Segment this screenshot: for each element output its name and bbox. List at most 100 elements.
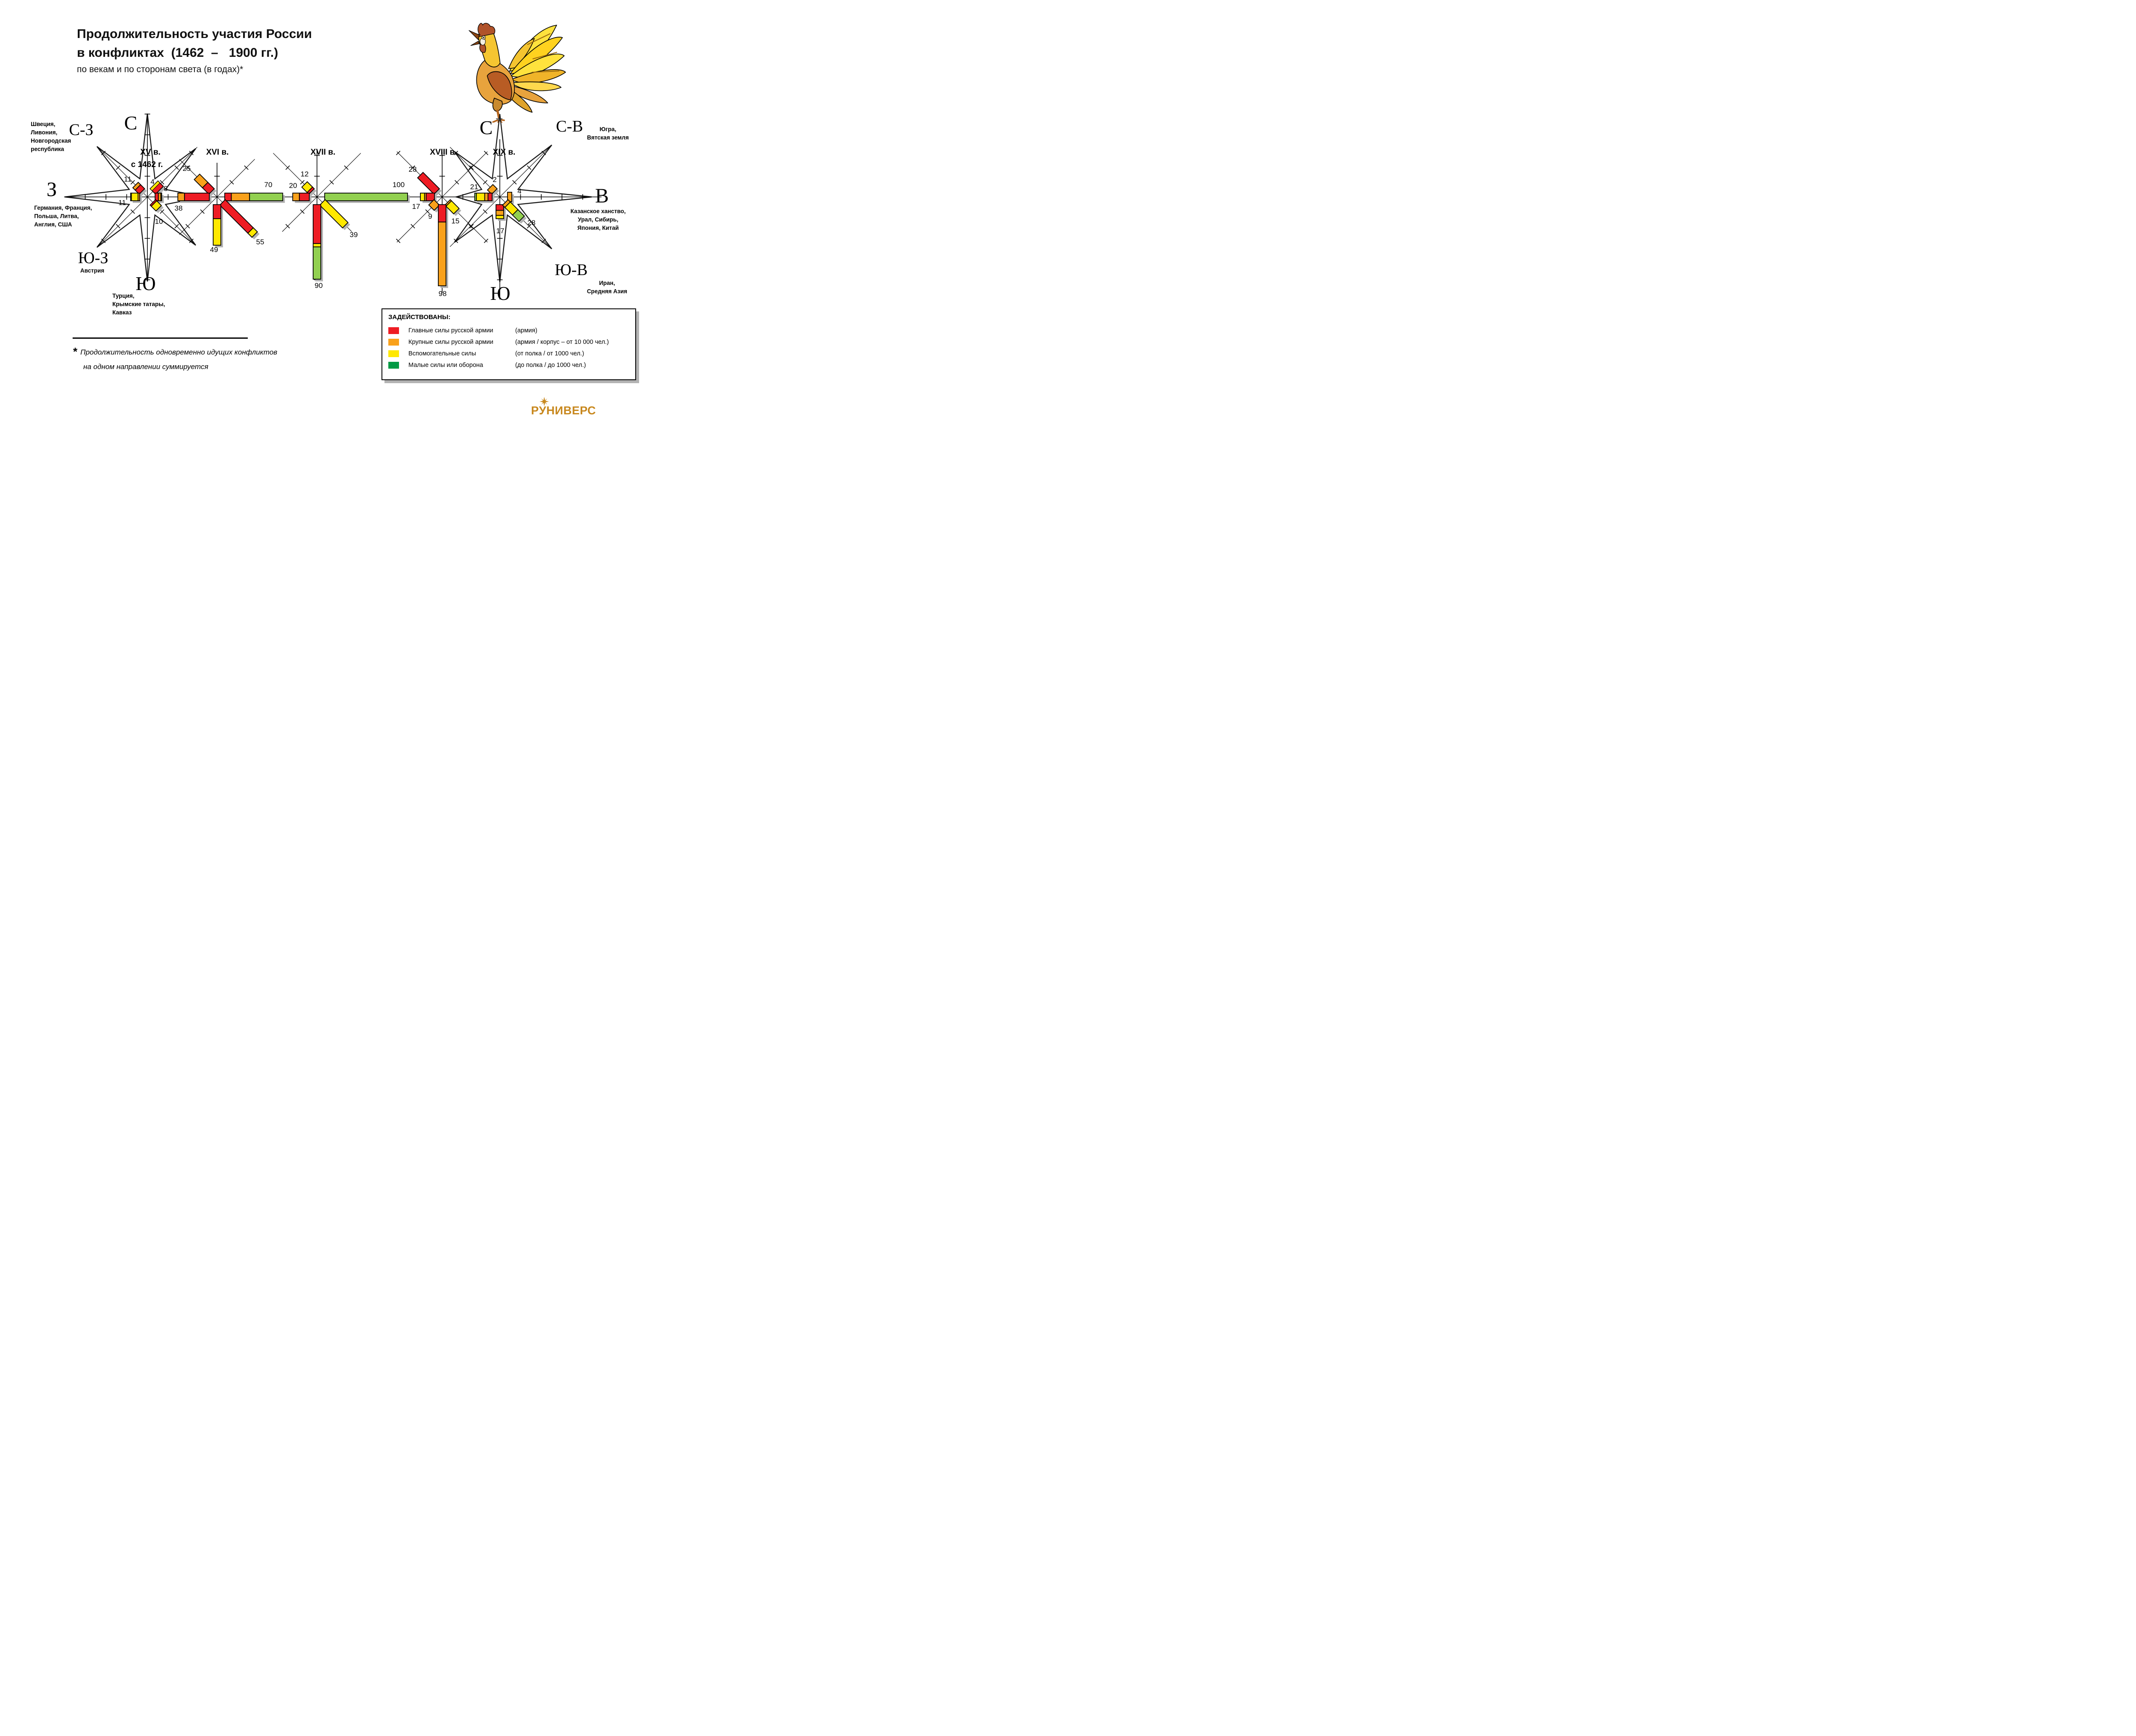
value-label-XIX-S: 17 xyxy=(496,227,505,235)
legend-swatch-orange xyxy=(388,338,399,346)
value-label-XVI-W: 38 xyxy=(175,204,183,212)
century-title-XVIII: XVIII в. xyxy=(430,148,457,157)
legend-label: Малые силы или оборона xyxy=(408,361,483,369)
direction-label-С-В: С-В xyxy=(556,117,583,135)
legend-swatch-yellow xyxy=(388,350,399,357)
century-title-XIX: XIX в. xyxy=(493,148,516,157)
legend-item-large-forces: Крупные силы русской армии (армия / корп… xyxy=(388,336,635,348)
value-label-XVII-SE: 39 xyxy=(350,231,358,239)
legend-box: ЗАДЕЙСТВОВАНЫ: Главные силы русской арми… xyxy=(381,308,636,380)
century-title-XVI: XVI в. xyxy=(206,148,229,157)
value-label-XVI-S: 49 xyxy=(210,246,218,254)
direction-label-С: С xyxy=(124,112,138,134)
bar-shadows xyxy=(132,174,527,288)
bar-XVII-NW xyxy=(301,181,315,195)
century-subtitle-XV: с 1462 г. xyxy=(131,160,163,169)
region-label: Германия, Франция, Польша, Литва, Англия, … xyxy=(34,205,92,228)
century-title-XV: XV в. xyxy=(140,148,161,157)
value-label-XIX-W: 21 xyxy=(470,183,478,191)
infographic-page: Продолжительность участия России в конфл… xyxy=(0,0,668,434)
value-label-XVIII-SW: 9 xyxy=(428,212,432,220)
value-label-XVII-W: 20 xyxy=(289,182,297,190)
bar-XIX-W xyxy=(474,193,493,201)
bar-XVIII-S xyxy=(438,204,446,287)
value-label-XIX-NW: 2 xyxy=(493,176,496,184)
runivers-logo: Р У НИВЕРС xyxy=(531,397,596,417)
direction-label-Ю: Ю xyxy=(490,282,510,304)
legend-item-main-forces: Главные силы русской армии (армия) xyxy=(388,325,635,336)
bar-XVII-W xyxy=(292,193,310,201)
bar-XVII-SE xyxy=(319,199,349,229)
bar-XVI-NW xyxy=(194,173,215,195)
legend-label: Главные силы русской армии xyxy=(408,327,493,334)
rooster-icon xyxy=(469,23,566,123)
value-label-XVI-E: 70 xyxy=(264,181,273,189)
legend-item-auxiliary-forces: Вспомогательные силы (от полка / от 1000… xyxy=(388,348,635,359)
footnote-rule xyxy=(73,337,248,339)
value-label-XVI-NW: 25 xyxy=(183,164,191,173)
direction-label-Ю: Ю xyxy=(135,273,156,294)
footnote: * Продолжительность одновременно идущих к… xyxy=(73,337,372,372)
logo-letters: НИВЕРС xyxy=(546,404,596,417)
legend-note: (от полка / от 1000 чел.) xyxy=(515,350,584,357)
century-title-XVII: XVII в. xyxy=(311,148,335,157)
bar-XVIII-W xyxy=(420,193,435,201)
value-label-XVIII-W: 17 xyxy=(412,202,420,211)
value-label-XVI-SE: 55 xyxy=(256,238,264,246)
logo-letter: У xyxy=(539,404,546,417)
page-title-line1: Продолжительность участия России xyxy=(77,27,312,41)
bar-XVIII-SE xyxy=(444,199,460,214)
region-label: Югра, Вятская земля xyxy=(587,126,629,141)
value-label-XVII-E: 100 xyxy=(393,181,405,189)
bar-XVI-SE xyxy=(219,199,258,238)
direction-label-З: З xyxy=(47,178,57,201)
legend-item-small-forces: Малые силы или оборона (до полка / до 10… xyxy=(388,359,635,371)
bar-XVII-S xyxy=(313,204,321,280)
footnote-line2: на одном направлении суммируется xyxy=(83,362,208,371)
compass-star-west xyxy=(65,113,204,282)
region-label: Австрия xyxy=(80,267,104,274)
value-label-XVIII-NW: 28 xyxy=(409,165,417,173)
value-label-XVIII-S: 98 xyxy=(439,290,447,298)
logo-star-icon xyxy=(539,397,549,406)
region-label: Швеция, Ливония, Новгородская республика xyxy=(31,121,71,152)
direction-label-С-З: С-З xyxy=(69,121,93,139)
region-label: Турция, Крымские татары, Кавказ xyxy=(112,293,165,316)
value-label-XVII-S: 90 xyxy=(315,282,323,290)
legend-swatch-green xyxy=(388,361,399,369)
direction-label-Ю-В: Ю-В xyxy=(555,261,587,279)
value-label-XVIII-SE: 15 xyxy=(452,217,460,225)
bar-XVIII-SW xyxy=(428,199,440,211)
value-label-XV-NW: 11 xyxy=(124,175,132,183)
bar-XIX-SE xyxy=(502,199,525,222)
value-label-XIX-SE: 28 xyxy=(528,219,536,227)
footnote-asterisk: * xyxy=(73,345,77,358)
direction-label-В: В xyxy=(595,185,609,207)
bar-XIX-S xyxy=(496,204,504,219)
value-label-XV-SE: 10 xyxy=(155,217,163,226)
bar-XVI-S xyxy=(213,204,221,246)
page-title-line2: в конфликтах (1462 – 1900 гг.) xyxy=(77,45,279,60)
page-subtitle: по векам и по сторонам света (в годах)* xyxy=(77,65,244,74)
legend-note: (армия) xyxy=(515,327,537,334)
value-label-XV-E: 8 xyxy=(164,185,167,193)
legend-note: (до полка / до 1000 чел.) xyxy=(515,361,586,369)
bar-XVIII-NW xyxy=(417,172,440,195)
axes xyxy=(64,114,601,299)
bar-XV-W xyxy=(130,193,140,201)
value-label-XVII-NW: 12 xyxy=(301,170,309,178)
value-label-XV-W: 11 xyxy=(118,199,126,207)
region-label: Казанское ханство, Урал, Сибирь, Япония, К… xyxy=(570,208,625,231)
legend-label: Вспомогательные силы xyxy=(408,350,476,357)
value-label-XIX-E: 4 xyxy=(517,187,521,195)
region-label: Иран, Средняя Азия xyxy=(587,280,627,295)
bar-XV-NE xyxy=(150,180,164,195)
legend-swatch-red xyxy=(388,327,399,334)
bar-XVII-E xyxy=(324,193,408,201)
value-label-XV-NE: 4 xyxy=(150,178,154,186)
bars xyxy=(130,172,525,287)
legend-note: (армия / корпус – от 10 000 чел.) xyxy=(515,338,609,346)
footnote-text: * Продолжительность одновременно идущих к… xyxy=(73,343,372,372)
